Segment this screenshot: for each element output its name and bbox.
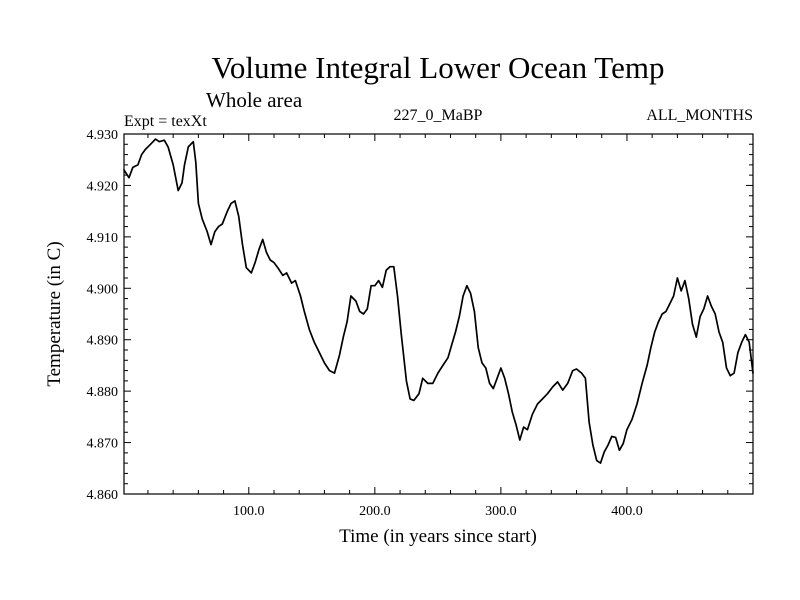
experiment-label: Expt = texXt xyxy=(124,113,207,130)
plot-frame xyxy=(123,133,754,495)
x-tick-label: 100.0 xyxy=(233,504,265,519)
temperature-series-line xyxy=(123,138,754,464)
y-tick-label: 4.880 xyxy=(87,385,119,400)
y-axis-label: Temperature (in C) xyxy=(44,241,65,386)
y-tick-label: 4.900 xyxy=(87,282,119,297)
y-tick-label: 4.910 xyxy=(87,231,119,246)
x-tick-label: 200.0 xyxy=(359,504,391,519)
axis-ticks xyxy=(124,133,753,495)
y-tick-label: 4.890 xyxy=(87,334,119,349)
chart-title: Volume Integral Lower Ocean Temp xyxy=(212,50,665,85)
chart-subtitle: Whole area xyxy=(206,88,303,112)
x-tick-label: 400.0 xyxy=(611,504,643,519)
y-tick-label: 4.920 xyxy=(87,179,119,194)
x-axis-label: Time (in years since start) xyxy=(339,526,537,547)
y-tick-label: 4.860 xyxy=(87,488,119,503)
y-tick-label: 4.870 xyxy=(87,437,119,452)
months-label: ALL_MONTHS xyxy=(646,107,753,124)
y-tick-label: 4.930 xyxy=(87,128,119,143)
run-id-label: 227_0_MaBP xyxy=(394,107,483,124)
x-tick-label: 300.0 xyxy=(485,504,517,519)
axis-tick-labels: 4.860 4.870 4.880 4.890 4.900 4.910 4.920 4.930… xyxy=(87,128,643,519)
